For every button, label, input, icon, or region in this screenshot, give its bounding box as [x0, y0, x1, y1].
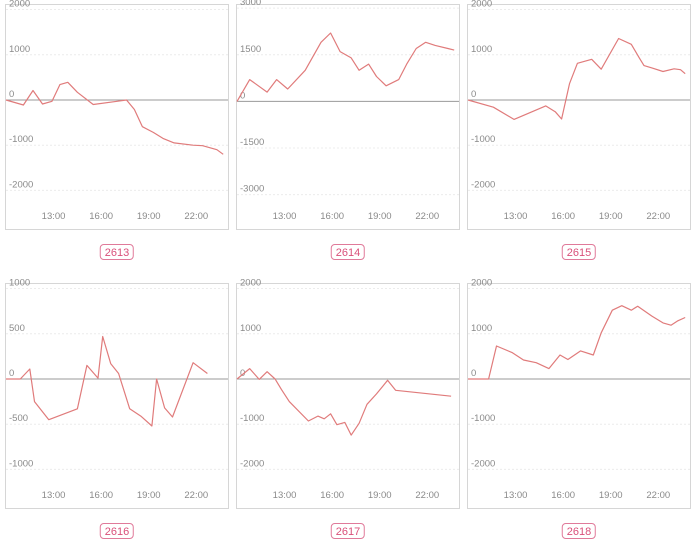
y-tick-label: -1000	[471, 134, 495, 145]
chart-svg-2616: 1000 500 0 -500 -1000 13:00 16:00 19:00 22:00	[6, 278, 228, 501]
x-tick-label: 22:00	[646, 211, 670, 222]
y-tick-label: 0	[240, 368, 245, 379]
y-tick-label: 0	[240, 90, 245, 101]
y-tick-label: -2000	[9, 179, 33, 190]
y-tick-label: 1000	[471, 323, 492, 334]
series-line-2613	[5, 81, 224, 155]
x-tick-label: 22:00	[415, 211, 439, 222]
x-tick-label: 13:00	[273, 490, 297, 501]
y-tick-label: 1000	[471, 44, 492, 55]
x-tick-label: 19:00	[137, 211, 161, 222]
y-tick-label: -1000	[9, 458, 33, 469]
x-tick-label: 13:00	[42, 211, 66, 222]
y-tick-label: 0	[9, 368, 14, 379]
series-line-2616	[6, 335, 208, 427]
y-tick-label: 1500	[240, 44, 261, 55]
series-line-2615	[467, 37, 686, 121]
x-tick-label: 16:00	[320, 490, 344, 501]
x-tick-label: 13:00	[504, 490, 528, 501]
x-tick-label: 19:00	[137, 490, 161, 501]
panel-code-badge[interactable]: 2616	[99, 523, 135, 539]
x-tick-label: 16:00	[551, 211, 575, 222]
chart-panel-2618	[467, 283, 691, 509]
series-line-2617	[236, 367, 452, 436]
y-tick-label: 2000	[471, 0, 492, 10]
chart-panel-2614	[236, 4, 460, 230]
x-tick-label: 19:00	[368, 211, 392, 222]
y-tick-label: 1000	[9, 278, 30, 289]
y-tick-label: 2000	[471, 278, 492, 289]
x-tick-label: 16:00	[89, 490, 113, 501]
series-line-2618	[468, 305, 686, 380]
y-tick-label: -1000	[240, 413, 264, 424]
x-tick-label: 13:00	[273, 211, 297, 222]
chart-panel-2613	[5, 4, 229, 230]
x-tick-label: 22:00	[184, 211, 208, 222]
y-tick-label: -3000	[240, 184, 264, 195]
y-tick-label: 3000	[240, 0, 261, 8]
y-tick-label: -500	[9, 413, 28, 424]
y-tick-label: -1000	[471, 413, 495, 424]
y-tick-label: -2000	[471, 458, 495, 469]
series-line-2614	[236, 32, 455, 102]
panel-code-badge[interactable]: 2613	[99, 244, 135, 260]
y-tick-label: -2000	[471, 179, 495, 190]
y-tick-label: 0	[471, 368, 476, 379]
x-tick-label: 13:00	[42, 490, 66, 501]
x-tick-label: 22:00	[646, 490, 670, 501]
chart-svg-2615: 2000 1000 0 -1000 -2000 13:00 16:00 19:00 22:00	[467, 0, 690, 222]
y-tick-label: 500	[9, 323, 25, 334]
y-tick-label: 2000	[240, 278, 261, 289]
chart-svg-2617: 2000 1000 0 -1000 -2000 13:00 16:00 19:00 22:00	[236, 278, 459, 501]
panel-code-badge[interactable]: 2617	[330, 523, 366, 539]
chart-panel-2615	[467, 4, 691, 230]
y-tick-label: 1000	[240, 323, 261, 334]
chart-svg-2613: 2000 1000 0 -1000 -2000 13:00 16:00 19:00 22:00	[5, 0, 228, 222]
chart-svg-2614: 3000 1500 0 -1500 -3000 13:00 16:00 19:00 22:00	[236, 0, 459, 222]
x-tick-label: 19:00	[599, 211, 623, 222]
y-tick-label: 2000	[9, 0, 30, 10]
x-tick-label: 13:00	[504, 211, 528, 222]
panel-code-badge[interactable]: 2614	[330, 244, 366, 260]
x-tick-label: 19:00	[368, 490, 392, 501]
chart-panel-2616	[5, 283, 229, 509]
panel-code-badge[interactable]: 2615	[561, 244, 597, 260]
x-tick-label: 16:00	[320, 211, 344, 222]
y-tick-label: -1500	[240, 137, 264, 148]
chart-panel-2617	[236, 283, 460, 509]
y-tick-label: -2000	[240, 458, 264, 469]
y-tick-label: 0	[9, 89, 14, 100]
y-tick-label: -1000	[9, 134, 33, 145]
x-tick-label: 16:00	[89, 211, 113, 222]
x-tick-label: 16:00	[551, 490, 575, 501]
panel-code-badge[interactable]: 2618	[561, 523, 597, 539]
y-tick-label: 0	[471, 89, 476, 100]
x-tick-label: 22:00	[415, 490, 439, 501]
chart-svg-2618: 2000 1000 0 -1000 -2000 13:00 16:00 19:00 22:00	[468, 278, 690, 501]
x-tick-label: 22:00	[184, 490, 208, 501]
y-tick-label: 1000	[9, 44, 30, 55]
x-tick-label: 19:00	[599, 490, 623, 501]
